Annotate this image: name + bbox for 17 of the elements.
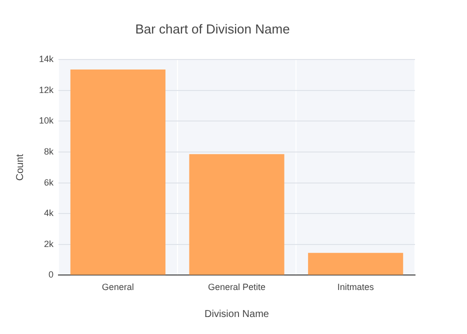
y-tick-label: 12k xyxy=(38,84,54,95)
x-axis-title: Division Name xyxy=(204,308,270,320)
y-tick-label: 0 xyxy=(48,270,54,280)
y-tick-label: 6k xyxy=(44,177,54,188)
y-tick-label: 10k xyxy=(38,116,54,126)
x-tick-label: General Petite xyxy=(208,282,266,292)
y-tick-label: 4k xyxy=(44,208,54,218)
bar xyxy=(189,154,284,275)
y-axis-title: Count xyxy=(14,154,26,181)
y-tick-label: 8k xyxy=(44,146,54,156)
bar xyxy=(308,252,404,275)
y-tick-label: 14k xyxy=(38,54,54,64)
y-tick-label: 2k xyxy=(44,238,54,249)
bar xyxy=(70,69,166,275)
x-tick-label: Initmates xyxy=(337,282,374,292)
x-tick-label: General xyxy=(102,282,134,292)
chart-title: Bar chart of Division Name xyxy=(135,21,290,36)
